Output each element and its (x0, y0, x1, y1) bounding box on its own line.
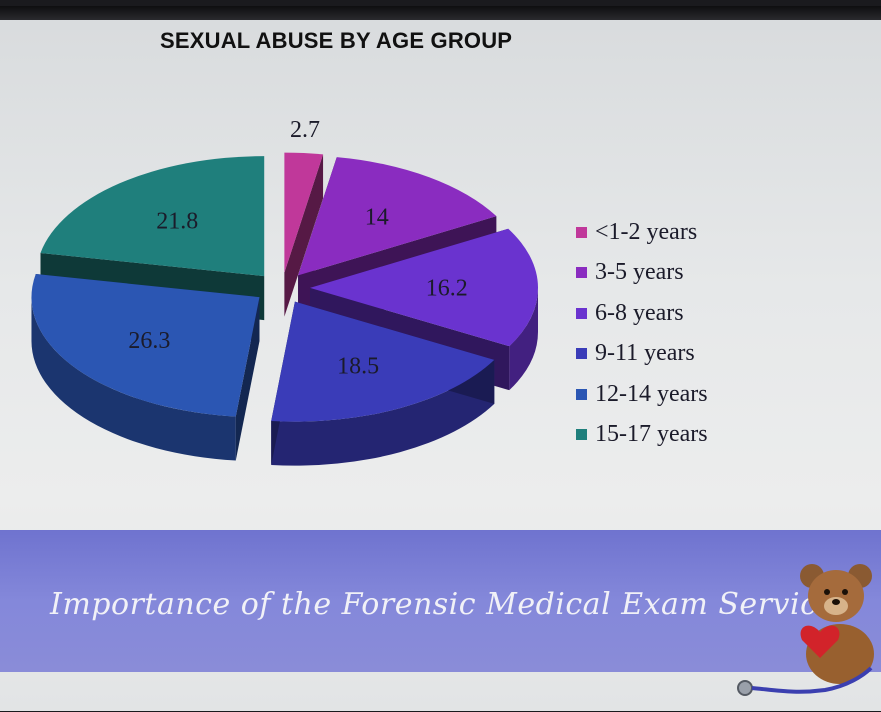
pie-slice-12-14-years (31, 273, 260, 461)
stethoscope-icon (737, 666, 873, 696)
slice-value-label: 16.2 (426, 276, 468, 302)
legend-swatch (576, 388, 587, 400)
heart-icon (800, 625, 840, 658)
slice-value-label: 18.5 (337, 354, 379, 380)
pie-slice-1-2-years (284, 152, 324, 317)
slide: SEXUAL ABUSE BY AGE GROUP 2.7 14 16.2 18.5 2… (0, 6, 881, 711)
legend-swatch (576, 348, 587, 360)
legend-label: <1-2 years (595, 218, 698, 245)
legend-item-6-8-years: 6-8 years (576, 293, 708, 334)
legend-label: 12-14 years (595, 380, 708, 407)
slice-value-label: 21.8 (156, 209, 198, 235)
legend-item-12-14-years: 12-14 years (576, 374, 708, 415)
footer-banner: Importance of the Forensic Medical Exam … (0, 530, 881, 672)
legend-item-15-17-years: 15-17 years (576, 415, 708, 456)
legend-label: 15-17 years (595, 421, 708, 448)
legend-item-9-11-years: 9-11 years (576, 334, 708, 375)
pie-chart: 2.7 14 16.2 18.5 26.3 21.8 (31, 117, 538, 466)
legend-item-3-5-years: 3-5 years (576, 253, 708, 294)
pie-slice-9-11-years (271, 301, 495, 466)
legend-label: 9-11 years (595, 340, 695, 367)
legend-swatch (576, 429, 587, 441)
legend-label: 6-8 years (595, 299, 684, 326)
slice-value-label: 2.7 (290, 117, 320, 143)
chart-legend: <1-2 years 3-5 years 6-8 years 9-11 years 12… (576, 212, 708, 455)
legend-swatch (576, 307, 587, 319)
legend-swatch (576, 267, 587, 279)
slice-value-label: 14 (365, 205, 389, 231)
slice-value-label: 26.3 (128, 328, 170, 354)
legend-label: 3-5 years (595, 259, 684, 286)
legend-swatch (576, 226, 587, 238)
teddy-bear-icon (800, 564, 874, 684)
banner-text: Importance of the Forensic Medical Exam … (50, 587, 836, 622)
legend-item-1-2-years: <1-2 years (576, 212, 708, 253)
chart-title: SEXUAL ABUSE BY AGE GROUP (160, 28, 513, 53)
slide-top-edge (0, 6, 881, 20)
